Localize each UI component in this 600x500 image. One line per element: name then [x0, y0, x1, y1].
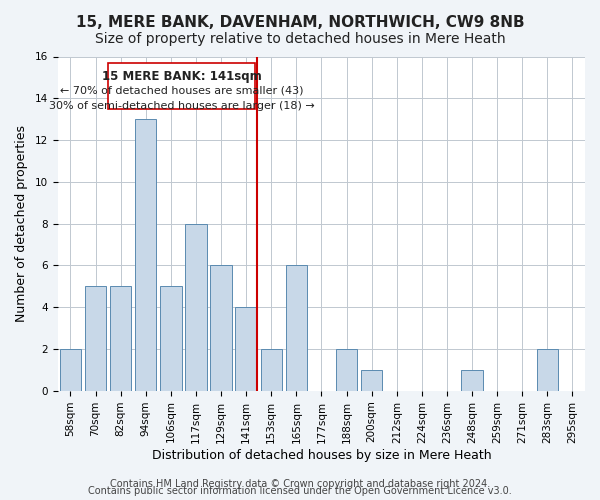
Bar — [85, 286, 106, 391]
Text: ← 70% of detached houses are smaller (43): ← 70% of detached houses are smaller (43… — [60, 86, 303, 96]
Text: 15 MERE BANK: 141sqm: 15 MERE BANK: 141sqm — [101, 70, 262, 83]
Bar — [286, 266, 307, 390]
Bar — [461, 370, 483, 390]
Bar — [135, 119, 157, 390]
Text: Size of property relative to detached houses in Mere Heath: Size of property relative to detached ho… — [95, 32, 505, 46]
Bar — [336, 349, 357, 391]
Text: 30% of semi-detached houses are larger (18) →: 30% of semi-detached houses are larger (… — [49, 102, 314, 112]
Bar — [260, 349, 282, 391]
Text: 15, MERE BANK, DAVENHAM, NORTHWICH, CW9 8NB: 15, MERE BANK, DAVENHAM, NORTHWICH, CW9 … — [76, 15, 524, 30]
Bar — [60, 349, 81, 391]
Bar — [235, 307, 257, 390]
Text: Contains HM Land Registry data © Crown copyright and database right 2024.: Contains HM Land Registry data © Crown c… — [110, 479, 490, 489]
Bar — [211, 266, 232, 390]
Bar — [110, 286, 131, 391]
Text: Contains public sector information licensed under the Open Government Licence v3: Contains public sector information licen… — [88, 486, 512, 496]
X-axis label: Distribution of detached houses by size in Mere Heath: Distribution of detached houses by size … — [152, 450, 491, 462]
Y-axis label: Number of detached properties: Number of detached properties — [15, 125, 28, 322]
Bar — [361, 370, 382, 390]
Bar — [185, 224, 206, 390]
Bar — [536, 349, 558, 391]
Bar — [108, 63, 255, 108]
Bar — [160, 286, 182, 391]
